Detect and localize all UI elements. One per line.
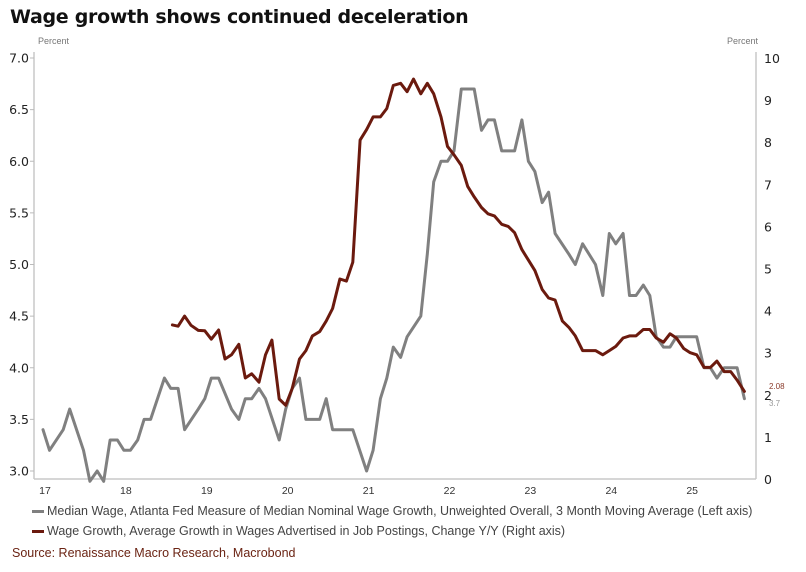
x-tick-label: 24 xyxy=(605,485,617,497)
x-tick-label: 18 xyxy=(120,485,132,497)
left-tick-label: 7.0 xyxy=(9,51,29,66)
left-tick-label: 3.0 xyxy=(9,464,29,479)
axis-labels: 3.03.54.04.55.05.56.06.57.0012345678910P… xyxy=(9,36,785,497)
x-tick-label: 19 xyxy=(201,485,213,497)
left-tick-label: 4.0 xyxy=(9,360,29,375)
right-tick-label: 9 xyxy=(764,93,772,108)
right-tick-label: 10 xyxy=(764,51,780,66)
left-tick-label: 4.5 xyxy=(9,309,29,324)
right-tick-label: 0 xyxy=(764,472,772,487)
chart-svg: 3.03.54.04.55.05.56.06.57.0012345678910P… xyxy=(9,36,785,497)
right-tick-label: 5 xyxy=(764,262,772,277)
x-tick-label: 17 xyxy=(39,485,51,497)
left-tick-label: 3.5 xyxy=(9,412,29,427)
source-note: Source: Renaissance Macro Research, Macr… xyxy=(12,546,296,560)
chart-title: Wage growth shows continued deceleration xyxy=(10,6,469,28)
legend-label-job-postings: Wage Growth, Average Growth in Wages Adv… xyxy=(47,524,566,538)
legend-swatch-red xyxy=(32,529,44,533)
left-tick-label: 5.0 xyxy=(9,257,29,272)
right-tick-label: 1 xyxy=(764,430,772,445)
x-tick-label: 23 xyxy=(525,485,537,497)
series-lines xyxy=(41,77,746,483)
x-tick-label: 21 xyxy=(363,485,375,497)
right-tick-label: 4 xyxy=(764,304,772,319)
right-tick-label: 3 xyxy=(764,346,772,361)
legend-swatch-gray xyxy=(32,509,44,513)
left-tick-label: 6.0 xyxy=(9,154,29,169)
left-tick-label: 5.5 xyxy=(9,205,29,220)
x-tick-label: 25 xyxy=(686,485,698,497)
left-axis-unit-label: Percent xyxy=(38,36,70,46)
series-line-median-wage xyxy=(41,87,746,483)
right-tick-label: 7 xyxy=(764,177,772,192)
x-tick-label: 20 xyxy=(282,485,294,497)
right-tick-label: 8 xyxy=(764,135,772,150)
legend-item-median-wage: Median Wage, Atlanta Fed Measure of Medi… xyxy=(32,504,752,518)
axes xyxy=(30,52,757,480)
right-tick-label: 2 xyxy=(764,388,772,403)
legend-label-median-wage: Median Wage, Atlanta Fed Measure of Medi… xyxy=(47,504,753,518)
legend-item-job-postings: Wage Growth, Average Growth in Wages Adv… xyxy=(32,524,565,538)
x-tick-label: 22 xyxy=(444,485,456,497)
right-axis-unit-label: Percent xyxy=(727,36,759,46)
end-label-job-postings: 2.08 xyxy=(769,382,785,391)
left-tick-label: 6.5 xyxy=(9,102,29,117)
end-label-median-wage: 3.7 xyxy=(769,399,781,408)
series-line-job-postings xyxy=(170,77,746,407)
right-tick-label: 6 xyxy=(764,219,772,234)
